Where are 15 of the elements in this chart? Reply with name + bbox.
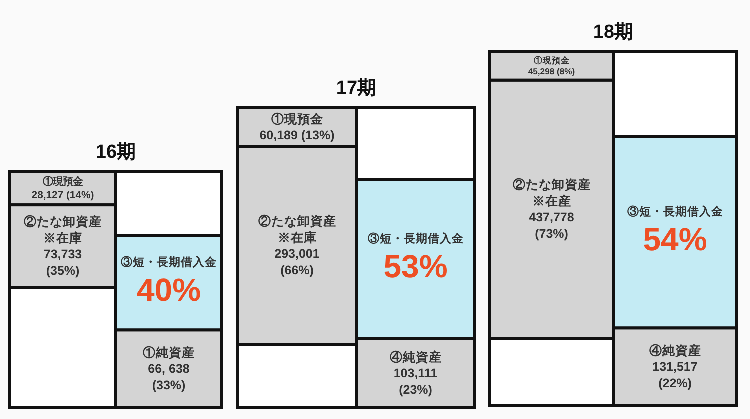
data-label: ④純資産 103,111 (23%) xyxy=(390,349,442,397)
chart-title: 16期 xyxy=(96,142,136,163)
data-label: ②たな卸資産 ※在庫 293,001 (66%) xyxy=(258,214,336,278)
data-label: ①現預金 45,298 (8%) xyxy=(528,55,576,77)
data-label: ④純資産 131,517 (22%) xyxy=(649,342,702,390)
data-label: ①現預金 60,189 (13%) xyxy=(260,111,335,143)
data-label: ②たな卸資産 ※在庫 73,733 (35%) xyxy=(24,214,102,278)
data-label: ②たな卸資産 ※在産 437,778 (73%) xyxy=(512,177,591,241)
data-label: ①現預金 28,127 (14%) xyxy=(32,176,94,202)
data-label: ③短・長期借入金 53% xyxy=(368,231,464,284)
chart-title: 18期 xyxy=(593,22,634,43)
data-label: ①純資産 66, 638 (33%) xyxy=(143,344,195,392)
data-label: ③短・長期借入金 54% xyxy=(627,204,724,258)
data-label: ③短・長期借入金 40% xyxy=(121,254,217,308)
chart-title: 17期 xyxy=(336,78,377,99)
